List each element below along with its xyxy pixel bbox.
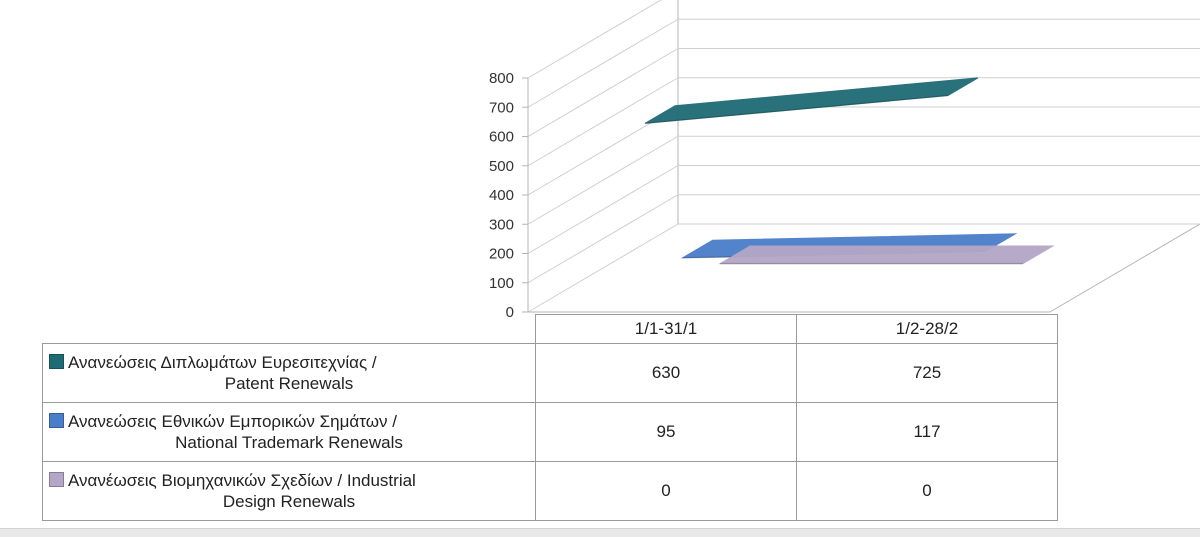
- series-name2-design: Design Renewals: [222, 492, 356, 511]
- series-name-design: Ανανέωσεις Βιομηχανικών Σχεδίων / Indust…: [68, 471, 416, 490]
- gridline-side-6: [527, 48, 679, 137]
- data-label-design-1: 0: [796, 461, 1058, 521]
- series-ribbon-2: [718, 245, 1055, 265]
- legend-swatch-design: [49, 472, 64, 487]
- gridline-side-0: [527, 223, 679, 313]
- y-tick-label-5: 500: [489, 158, 514, 175]
- legend-swatch-patent: [49, 354, 64, 369]
- y-tick-label-2: 200: [489, 246, 514, 263]
- gridline-side-7: [527, 18, 679, 108]
- table-corner: [42, 314, 536, 344]
- category-label-1: 1/2-28/2: [796, 314, 1058, 344]
- category-label-0: 1/1-31/1: [535, 314, 797, 344]
- data-label-trademark-0: 95: [535, 402, 797, 462]
- legend-swatch-trademark: [49, 413, 64, 428]
- series-label-design: Ανανέωσεις Βιομηχανικών Σχεδίων / Indust…: [42, 461, 536, 521]
- series-name2-trademark: National Trademark Renewals: [175, 433, 403, 452]
- series-name-trademark: Ανανεώσεις Εθνικών Εμπορικών Σημάτων /: [68, 412, 397, 431]
- y-tick-label-1: 100: [489, 275, 514, 292]
- table-row-patent: Ανανεώσεις Διπλωμάτων Ευρεσιτεχνίας / Pa…: [42, 343, 1058, 403]
- y-tick-label-8: 800: [489, 70, 514, 87]
- table-row-trademark: Ανανεώσεις Εθνικών Εμπορικών Σημάτων / N…: [42, 402, 1058, 462]
- series-label-patent: Ανανεώσεις Διπλωμάτων Ευρεσιτεχνίας / Pa…: [42, 343, 536, 403]
- data-label-patent-1: 725: [796, 343, 1058, 403]
- series-name2-patent: Patent Renewals: [224, 374, 354, 393]
- gridline-side-3: [527, 135, 679, 225]
- series-ribbon-0: [644, 77, 979, 124]
- series-label-trademark: Ανανεώσεις Εθνικών Εμπορικών Σημάτων / N…: [42, 402, 536, 462]
- table-row-design: Ανανέωσεις Βιομηχανικών Σχεδίων / Indust…: [42, 461, 1058, 521]
- y-tick-label-4: 400: [489, 187, 514, 204]
- series-name-patent: Ανανεώσεις Διπλωμάτων Ευρεσιτεχνίας /: [68, 353, 377, 372]
- gridline-side-5: [527, 77, 679, 167]
- table-header-row: 1/1-31/1 1/2-28/2: [42, 314, 1058, 344]
- data-table: 1/1-31/1 1/2-28/2 Ανανεώσεις Διπλωμάτων …: [42, 314, 1058, 521]
- data-label-trademark-1: 117: [796, 402, 1058, 462]
- y-tick-label-7: 700: [489, 99, 514, 116]
- floor-right-edge: [1049, 223, 1200, 313]
- gridline-side-1: [527, 194, 679, 284]
- y-tick-label-6: 600: [489, 129, 514, 146]
- y-tick-label-3: 300: [489, 216, 514, 233]
- window-bottom-edge: [0, 528, 1200, 537]
- data-label-design-0: 0: [535, 461, 797, 521]
- gridline-side-8: [527, 0, 662, 79]
- y-tick-label-0: 0: [506, 304, 514, 321]
- series-ribbon-edge-0: [645, 94, 948, 125]
- data-label-patent-0: 630: [535, 343, 797, 403]
- gridline-side-2: [527, 165, 679, 254]
